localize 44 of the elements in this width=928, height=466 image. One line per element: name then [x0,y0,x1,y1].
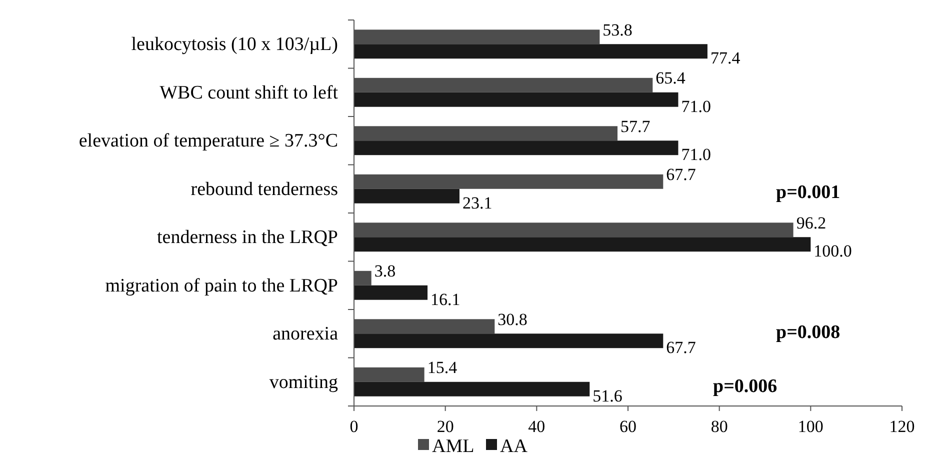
legend-label: AML [432,436,474,457]
x-tick-label: 20 [436,417,454,436]
text: 23.1 [462,193,492,212]
y-tick-label: vomiting [269,372,338,393]
x-tick-label: 60 [620,417,636,436]
text: 67.7 [666,338,696,358]
text: 100.0 [814,242,852,261]
annotation: p=0.008 [776,322,840,343]
bar [354,382,590,396]
y-tick-label: elevation of temperature ≥ 37.3°C [78,130,338,152]
text: 67.7 [666,165,696,184]
text: 57.7 [620,116,650,136]
bar [354,92,678,107]
annotation: p=0.006 [713,376,778,397]
text: 51.6 [592,386,622,406]
x-tick-label: 100 [798,417,824,436]
text: 71.0 [681,96,711,116]
y-tick-label: tenderness in the LRQP [156,227,338,248]
text: 16.1 [430,290,460,309]
text: 65.4 [656,68,686,88]
bar [354,188,460,204]
y-tick-label: WBC count shift to left [160,82,339,104]
text: 96.2 [796,213,826,232]
text: 53.8 [602,20,632,40]
text: 3.8 [374,262,396,281]
bar [354,237,811,252]
y-tick-label: leukocytosis (10 x 103/µL) [131,34,338,56]
bar [354,285,428,300]
bar [354,334,664,348]
bar [354,44,708,59]
bar [354,140,678,156]
legend-label: AA [500,436,528,457]
text: 30.8 [498,310,528,329]
text: 71.0 [681,145,711,164]
x-tick-label: 80 [710,417,728,436]
y-tick-label: rebound tenderness [190,178,338,200]
x-tick-label: 40 [528,417,546,436]
text: 77.4 [710,48,740,68]
x-tick-label: 0 [350,417,358,436]
y-tick-label: migration of pain to the LRQP [105,275,338,296]
text: 15.4 [427,358,458,378]
x-tick-label: 120 [889,417,915,436]
y-tick-label: anorexia [272,324,339,345]
annotation: p=0.001 [776,182,840,203]
